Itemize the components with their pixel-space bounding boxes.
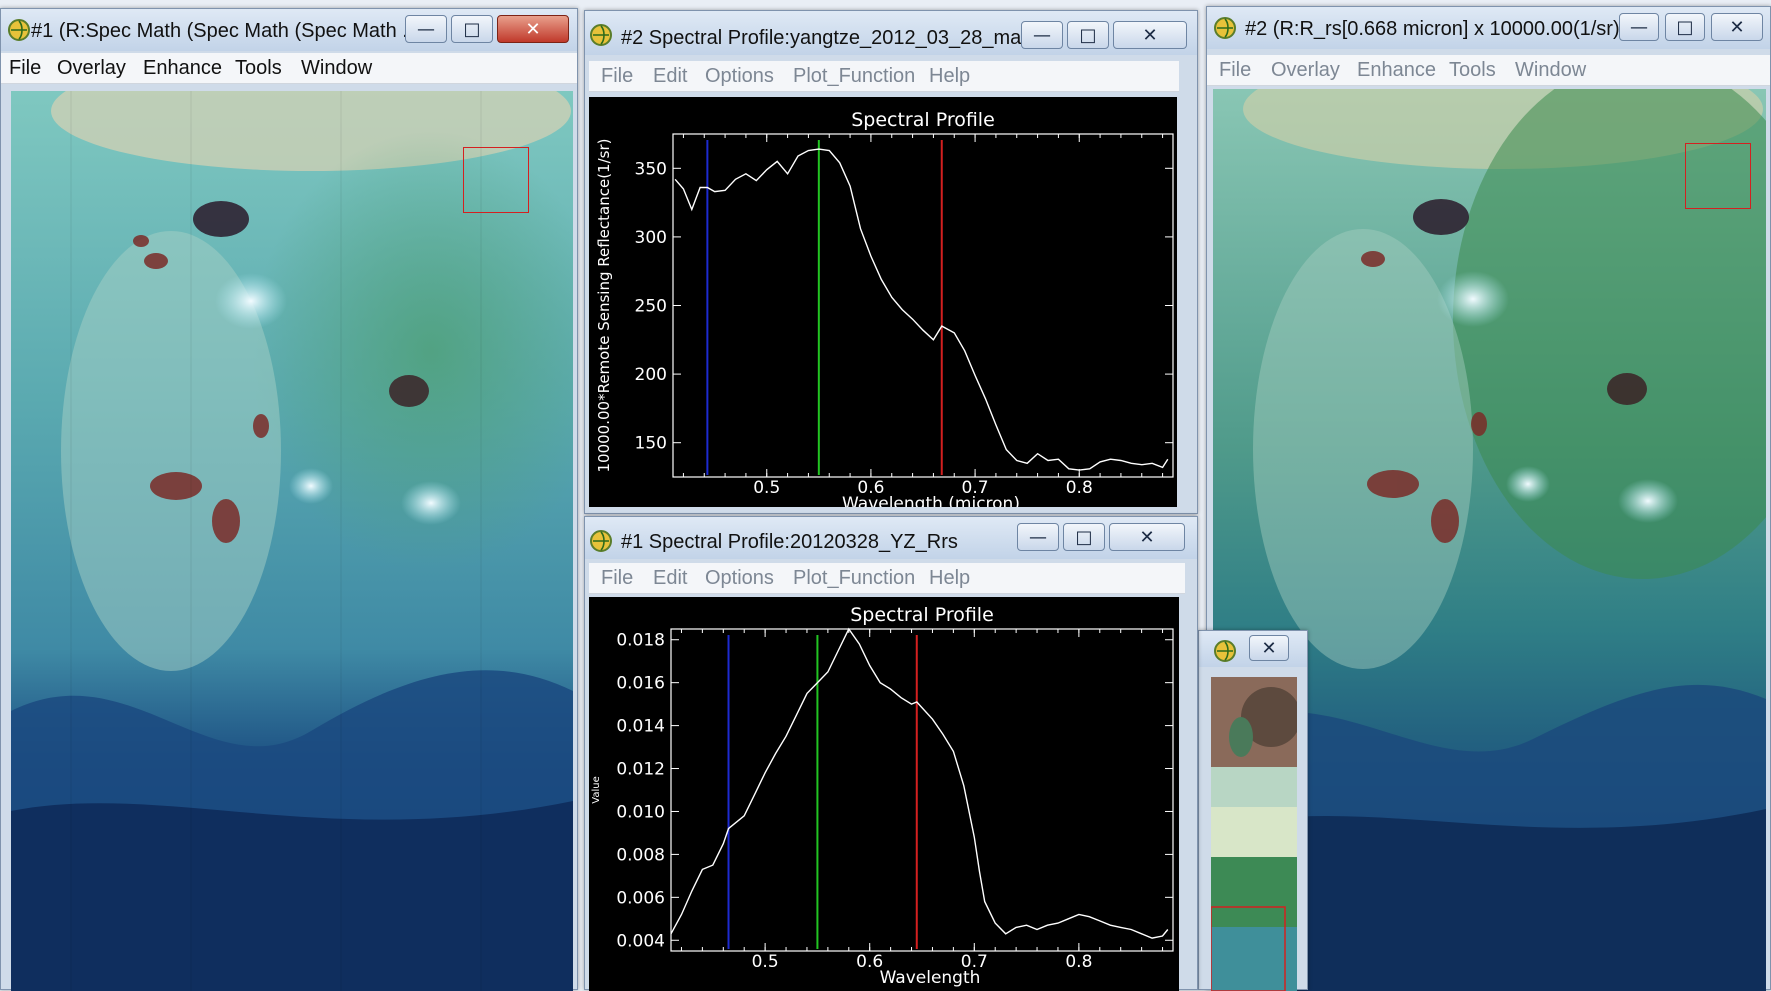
menu-edit[interactable]: Edit: [653, 567, 688, 589]
x-tick-label: 0.7: [962, 478, 989, 498]
maximize-icon[interactable]: □: [1665, 13, 1705, 41]
envi-globe-icon: [590, 24, 612, 46]
envi-globe-icon: [8, 19, 30, 41]
y-axis-label: Value: [591, 776, 602, 803]
profile1-title: #1 Spectral Profile:20120328_YZ_Rrs: [621, 531, 958, 553]
profile2-menubar: File Edit Options Plot_Function Help: [589, 61, 1179, 92]
menu-enhance[interactable]: Enhance: [1357, 59, 1436, 81]
chart-title: Spectral Profile: [851, 109, 995, 131]
profile1-titlebar[interactable]: #1 Spectral Profile:20120328_YZ_Rrs — □ …: [585, 517, 1197, 559]
menu-edit[interactable]: Edit: [653, 65, 688, 87]
menu-help[interactable]: Help: [929, 567, 971, 589]
y-tick-label: 0.006: [616, 888, 665, 908]
menu-file[interactable]: File: [601, 567, 634, 589]
x-tick-label: 0.8: [1065, 952, 1092, 972]
x-tick-label: 0.7: [961, 952, 988, 972]
roi-box[interactable]: [463, 147, 529, 213]
profile1-chart: 0.5 0.6 0.7 0.8 0.004 0.006 0.008 0.010 0.012 0.0…: [591, 604, 1174, 988]
y-tick-label: 250: [635, 297, 667, 317]
scroll-image[interactable]: [1211, 677, 1297, 991]
display1-window: #1 (R:Spec Math (Spec Math (Spec Math ..…: [0, 8, 578, 991]
y-tick-label: 0.012: [616, 760, 665, 780]
menu-plot-function[interactable]: Plot_Function: [793, 65, 916, 87]
close-icon[interactable]: ✕: [1109, 523, 1185, 551]
y-tick-label: 150: [635, 434, 667, 454]
envi-globe-icon: [1214, 17, 1236, 39]
close-icon[interactable]: ✕: [497, 15, 569, 43]
y-axis-label: 10000.00*Remote Sensing Reflectance(1/sr…: [595, 139, 613, 473]
menu-options[interactable]: Options: [705, 65, 774, 87]
envi-globe-icon: [590, 530, 612, 552]
display2-titlebar[interactable]: #2 (R:R_rs[0.668 micron] x 10000.00(1/sr…: [1207, 7, 1770, 49]
scroll-window: ✕: [1198, 630, 1308, 991]
x-axis-label: Wavelength (micron): [842, 494, 1020, 507]
minimize-icon[interactable]: —: [1021, 21, 1063, 49]
display1-image[interactable]: [11, 91, 573, 991]
profile2-chart: 0.5 0.6 0.7 0.8 150 200 250 300 350 Spectral Prof…: [595, 109, 1174, 507]
y-tick-label: 0.004: [616, 931, 665, 951]
menu-file[interactable]: File: [601, 65, 634, 87]
display2-menubar: File Overlay Enhance Tools Window: [1207, 55, 1770, 86]
display1-menubar: File Overlay Enhance Tools Window: [1, 53, 577, 84]
menu-help[interactable]: Help: [929, 65, 971, 87]
maximize-icon[interactable]: □: [1067, 21, 1109, 49]
x-axis-label: Wavelength: [880, 968, 981, 988]
menu-window[interactable]: Window: [1515, 59, 1587, 81]
display1-title: #1 (R:Spec Math (Spec Math (Spec Math ..…: [31, 20, 419, 42]
menu-tools[interactable]: Tools: [235, 57, 282, 79]
profile1-window: #1 Spectral Profile:20120328_YZ_Rrs — □ …: [584, 516, 1198, 991]
minimize-icon[interactable]: —: [1619, 13, 1659, 41]
chart-title: Spectral Profile: [850, 604, 994, 626]
y-tick-label: 200: [635, 365, 667, 385]
scroll-thumbnail: [1211, 677, 1297, 991]
satellite-image: [11, 91, 573, 991]
menu-overlay[interactable]: Overlay: [57, 57, 126, 79]
menu-enhance[interactable]: Enhance: [143, 57, 222, 79]
y-tick-label: 350: [635, 159, 667, 179]
close-icon[interactable]: ✕: [1711, 13, 1763, 41]
menu-file[interactable]: File: [1219, 59, 1252, 81]
maximize-icon[interactable]: □: [1063, 523, 1105, 551]
roi-box[interactable]: [1685, 143, 1751, 209]
display1-titlebar[interactable]: #1 (R:Spec Math (Spec Math (Spec Math ..…: [1, 9, 577, 51]
y-tick-label: 0.018: [616, 631, 665, 651]
y-tick-label: 0.008: [616, 845, 665, 865]
plot-frame: [672, 133, 1174, 478]
plot-frame: [670, 628, 1174, 952]
y-tick-label: 0.016: [616, 674, 665, 694]
profile2-window: #2 Spectral Profile:yangtze_2012_03_28_m…: [584, 10, 1198, 514]
y-tick-label: 0.014: [616, 717, 665, 737]
spectral-profile-line: [670, 627, 1169, 939]
x-tick-label: 0.5: [752, 952, 779, 972]
minimize-icon[interactable]: —: [1017, 523, 1059, 551]
x-tick-label: 0.5: [753, 478, 780, 498]
spectral-profile-line: [674, 148, 1169, 471]
scroll-titlebar[interactable]: ✕: [1199, 631, 1307, 667]
close-icon[interactable]: ✕: [1249, 635, 1289, 661]
menu-tools[interactable]: Tools: [1449, 59, 1496, 81]
profile2-title: #2 Spectral Profile:yangtze_2012_03_28_m…: [621, 27, 1038, 49]
profile2-titlebar[interactable]: #2 Spectral Profile:yangtze_2012_03_28_m…: [585, 11, 1197, 55]
profile1-menubar: File Edit Options Plot_Function Help: [589, 563, 1185, 594]
x-tick-label: 0.8: [1066, 478, 1093, 498]
profile1-plot[interactable]: 0.5 0.6 0.7 0.8 0.004 0.006 0.008 0.010 0.012 0.0…: [589, 597, 1179, 991]
x-tick-label: 0.6: [856, 952, 883, 972]
close-icon[interactable]: ✕: [1113, 21, 1187, 49]
y-tick-label: 0.010: [616, 802, 665, 822]
menu-plot-function[interactable]: Plot_Function: [793, 567, 916, 589]
y-tick-label: 300: [635, 228, 667, 248]
minimize-icon[interactable]: —: [405, 15, 447, 43]
menu-window[interactable]: Window: [301, 57, 373, 79]
menu-file[interactable]: File: [9, 57, 42, 79]
profile2-plot[interactable]: 0.5 0.6 0.7 0.8 150 200 250 300 350 Spectral Prof…: [589, 97, 1177, 507]
menu-options[interactable]: Options: [705, 567, 774, 589]
display2-title: #2 (R:R_rs[0.668 micron] x 10000.00(1/sr…: [1245, 18, 1637, 40]
envi-globe-icon: [1214, 640, 1236, 662]
x-tick-label: 0.6: [857, 478, 884, 498]
maximize-icon[interactable]: □: [451, 15, 493, 43]
menu-overlay[interactable]: Overlay: [1271, 59, 1340, 81]
